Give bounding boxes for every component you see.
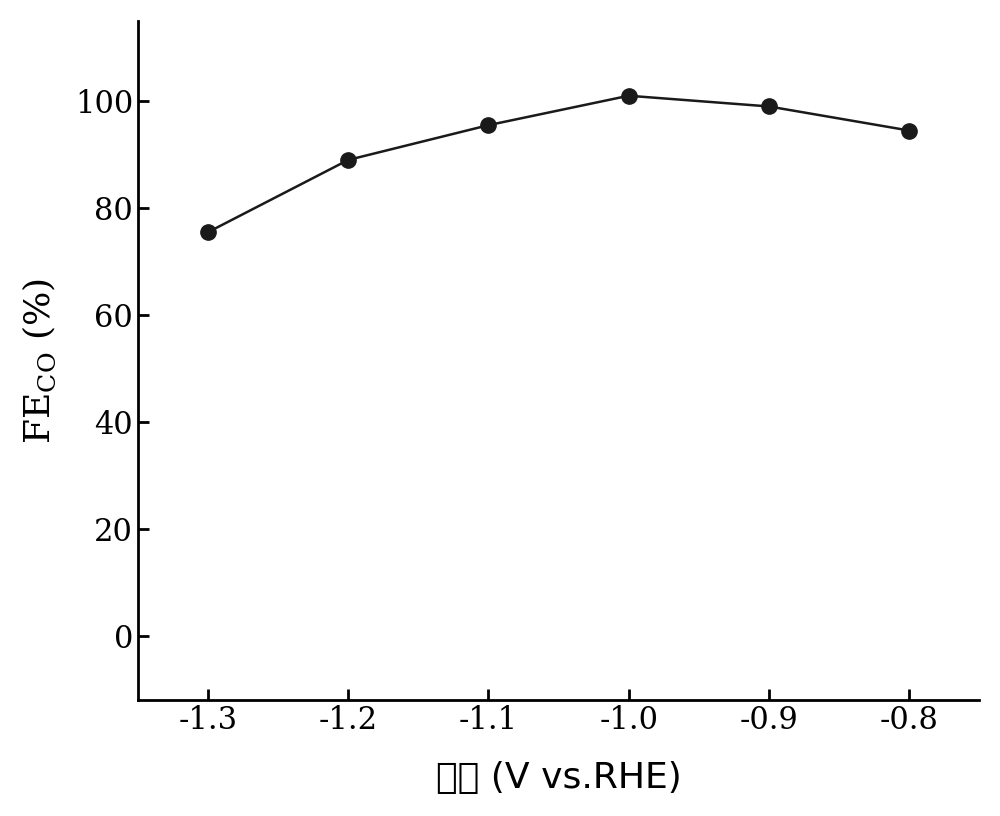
X-axis label: 电位 (V vs.RHE): 电位 (V vs.RHE) <box>436 761 681 795</box>
Y-axis label: FE$_{\mathregular{CO}}$ (%): FE$_{\mathregular{CO}}$ (%) <box>21 277 58 444</box>
